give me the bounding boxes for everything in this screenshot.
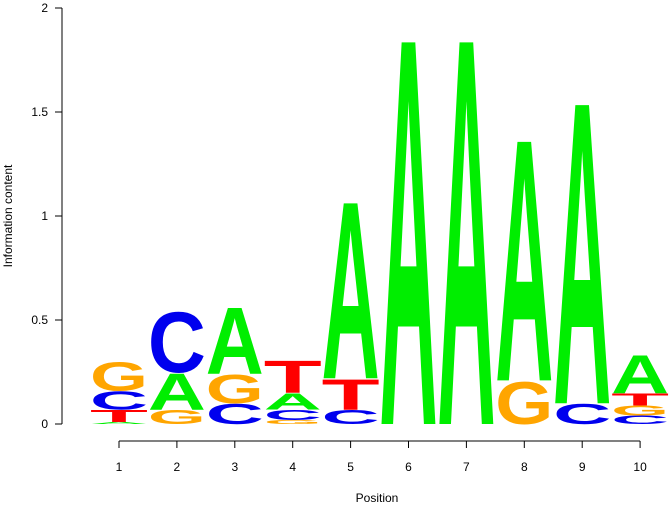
logo-letter-a: A (380, 0, 438, 508)
logo-letter-g: G (90, 354, 148, 399)
logo-letter-c: C (611, 414, 669, 427)
logo-letter-t: T (322, 370, 380, 419)
logo-letter-a: A (322, 148, 380, 433)
logo-letter-a: A (206, 288, 264, 395)
logo-letter-g: G (206, 367, 264, 412)
logo-letter-a: A (148, 363, 206, 421)
x-tick-label: 10 (633, 460, 647, 474)
logo-letter-t: T (90, 406, 148, 425)
logo-letter-g: G (611, 403, 669, 419)
x-tick-label: 6 (405, 460, 412, 474)
y-axis-label: Information content (1, 164, 15, 267)
logo-letter-t: T (611, 390, 669, 409)
logo-letter-a: A (553, 12, 611, 496)
x-tick-label: 7 (463, 460, 470, 474)
logo-letter-c: C (322, 406, 380, 428)
x-tick-label: 3 (231, 460, 238, 474)
logo-letter-c: C (90, 386, 148, 415)
logo-letter-c: C (206, 398, 264, 431)
y-tick-label: 0 (41, 417, 48, 431)
logo-letter-c: C (264, 407, 322, 423)
logo-letter-a: A (90, 421, 148, 424)
y-tick-label: 2 (41, 1, 48, 15)
x-tick-label: 4 (289, 460, 296, 474)
logo-letter-t: T (264, 351, 322, 403)
logo-letter-a: A (264, 389, 322, 415)
x-tick-label: 5 (347, 460, 354, 474)
x-tick-label: 9 (579, 460, 586, 474)
x-axis-label: Position (356, 491, 399, 505)
logo-letter-c: C (148, 293, 206, 391)
x-axis: 1 2 3 4 5 6 7 8 9 10 (116, 440, 647, 474)
logo-letter-g: G (495, 370, 553, 438)
logo-letter-a: A (437, 0, 495, 508)
y-tick-label: 1 (41, 209, 48, 223)
logo-letter-a: A (611, 343, 669, 404)
logo-letter-g: G (148, 406, 206, 429)
logo-letter-c: C (553, 398, 611, 431)
y-axis: 0 0.5 1 1.5 2 (31, 1, 63, 431)
logo-letter-a: A (495, 68, 553, 455)
logo-letter-g: G (264, 419, 322, 425)
x-tick-label: 1 (116, 460, 123, 474)
x-tick-label: 2 (174, 460, 181, 474)
y-tick-label: 0.5 (31, 313, 48, 327)
y-tick-label: 1.5 (31, 105, 48, 119)
x-tick-label: 8 (521, 460, 528, 474)
